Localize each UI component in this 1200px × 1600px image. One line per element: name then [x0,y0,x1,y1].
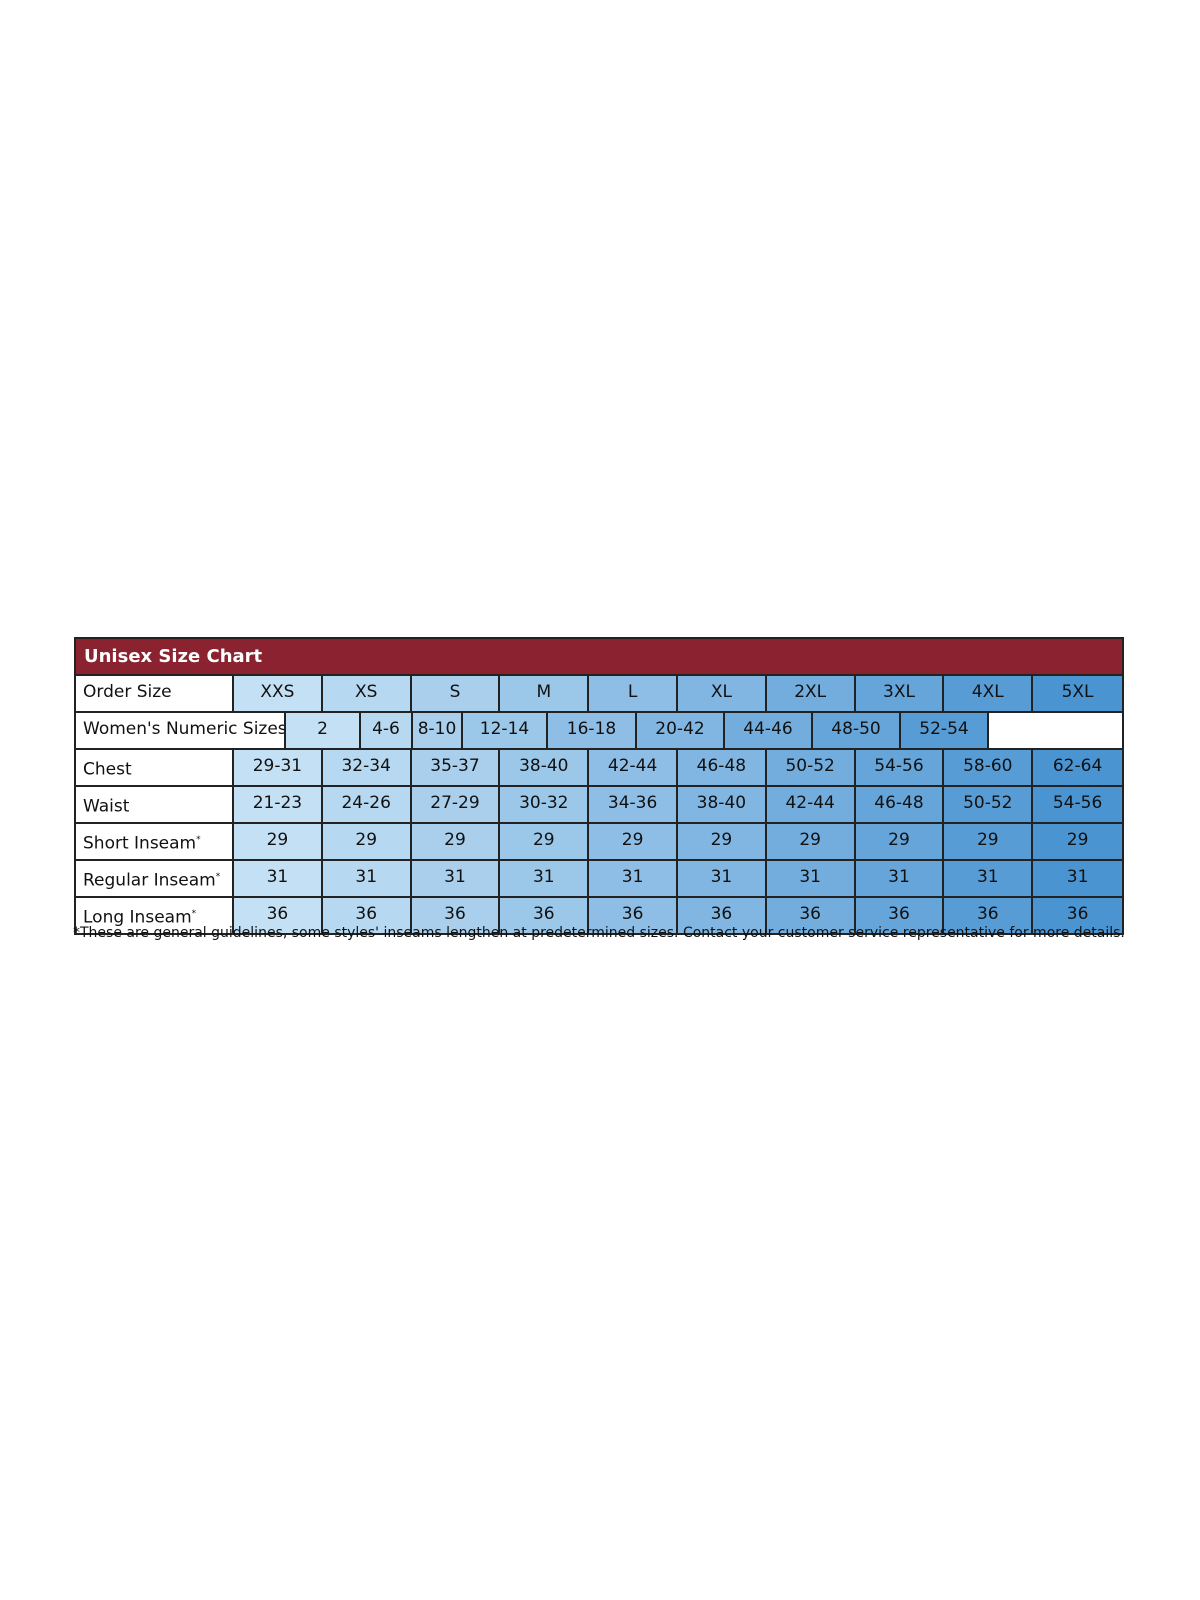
footnote: *These are general guidelines, some styl… [73,925,1125,941]
footnote-mark: * [191,909,197,919]
row-label-text: Chest [83,759,132,780]
row-label: Short Inseam* [76,824,234,859]
row-label: Long Inseam* [76,898,234,933]
footnote-mark: * [196,835,201,845]
value-cell: 36 [944,898,1034,933]
row-label: Order Size [76,676,234,711]
value-cell: 36 [500,898,590,933]
value-cell: 42-44 [589,750,678,785]
size-cell: 3XL [855,676,945,711]
value-cell: 35-37 [411,750,501,785]
size-cell: XS [322,676,412,711]
row-chest: Chest 29-31 32-34 35-37 38-40 42-44 46-48 50-52… [76,750,1122,787]
value-cell: 36 [677,898,767,933]
value-cell: 29 [500,824,590,859]
value-cell: 36 [1033,898,1122,933]
row-waist: Waist 21-23 24-26 27-29 30-32 34-36 38-40 42-44… [76,787,1122,824]
value-cell: 36 [766,898,856,933]
value-cell: 29 [234,824,323,859]
row-label-text: Long Inseam [83,907,192,928]
row-order-size: Order Size XXS XS S M L XL 2XL 3XL 4XL 5XL [76,676,1122,713]
womens-size-cell: 12-14 [463,713,548,748]
row-label: Women's Numeric Sizes [76,713,286,748]
row-womens-sizes: Women's Numeric Sizes 2 4-6 8-10 12-14 16-18 2… [76,713,1122,750]
value-cell: 31 [766,861,856,896]
value-cell: 24-26 [322,787,412,822]
row-label-text: Short Inseam [83,833,197,854]
size-cell: S [411,676,501,711]
value-cell: 38-40 [500,750,590,785]
value-cell: 30-32 [500,787,590,822]
row-long-inseam: Long Inseam* 36 36 36 36 36 36 36 36 36 36 [76,898,1122,933]
value-cell: 29 [944,824,1034,859]
size-cell: XL [677,676,767,711]
row-regular-inseam: Regular Inseam* 31 31 31 31 31 31 31 31 31 31 [76,861,1122,898]
value-cell: 46-48 [855,787,945,822]
value-cell: 29 [677,824,767,859]
value-cell: 54-56 [1033,787,1122,822]
value-cell: 36 [322,898,412,933]
footnote-mark: * [215,872,221,882]
value-cell: 31 [855,861,945,896]
row-label: Waist [76,787,234,822]
value-cell: 29 [411,824,501,859]
value-cell: 31 [234,861,323,896]
row-short-inseam: Short Inseam* 29 29 29 29 29 29 29 29 29 29 [76,824,1122,861]
value-cell: 50-52 [766,750,856,785]
value-cell: 31 [944,861,1034,896]
value-cell: 31 [322,861,412,896]
size-cell: M [500,676,590,711]
chart-title: Unisex Size Chart [76,639,1122,676]
row-label: Chest [76,750,234,785]
value-cell: 29 [322,824,412,859]
womens-size-cell: 2 [286,713,361,748]
value-cell: 31 [677,861,767,896]
value-cell: 34-36 [589,787,678,822]
womens-size-cell: 16-18 [548,713,637,748]
row-label-text: Regular Inseam [83,870,216,891]
row-label: Regular Inseam* [76,861,234,896]
value-cell: 36 [589,898,678,933]
value-cell: 31 [589,861,678,896]
value-cell: 54-56 [855,750,945,785]
value-cell: 29-31 [234,750,323,785]
value-cell: 32-34 [322,750,412,785]
value-cell: 29 [855,824,945,859]
value-cell: 42-44 [766,787,856,822]
size-cell: 4XL [944,676,1034,711]
size-chart-table: Unisex Size Chart Order Size XXS XS S M L XL 2X… [74,637,1124,935]
value-cell: 46-48 [677,750,767,785]
value-cell: 50-52 [944,787,1034,822]
value-cell: 36 [411,898,501,933]
womens-size-cell: 44-46 [725,713,813,748]
value-cell: 31 [411,861,501,896]
value-cell: 29 [589,824,678,859]
womens-size-cell: 8-10 [413,713,463,748]
value-cell: 31 [1033,861,1122,896]
value-cell: 29 [766,824,856,859]
value-cell: 62-64 [1033,750,1122,785]
row-label-text: Waist [83,796,130,817]
womens-size-cell: 20-42 [637,713,725,748]
size-cell: XXS [234,676,323,711]
value-cell: 58-60 [944,750,1034,785]
womens-size-cell: 52-54 [901,713,989,748]
value-cell: 36 [855,898,945,933]
size-cell: 2XL [766,676,856,711]
size-cell: L [589,676,678,711]
value-cell: 36 [234,898,323,933]
womens-size-cell: 4-6 [361,713,413,748]
value-cell: 29 [1033,824,1122,859]
size-cell: 5XL [1033,676,1122,711]
womens-size-cell: 48-50 [813,713,901,748]
value-cell: 31 [500,861,590,896]
empty-cell [989,713,1122,748]
value-cell: 21-23 [234,787,323,822]
value-cell: 27-29 [411,787,501,822]
value-cell: 38-40 [677,787,767,822]
